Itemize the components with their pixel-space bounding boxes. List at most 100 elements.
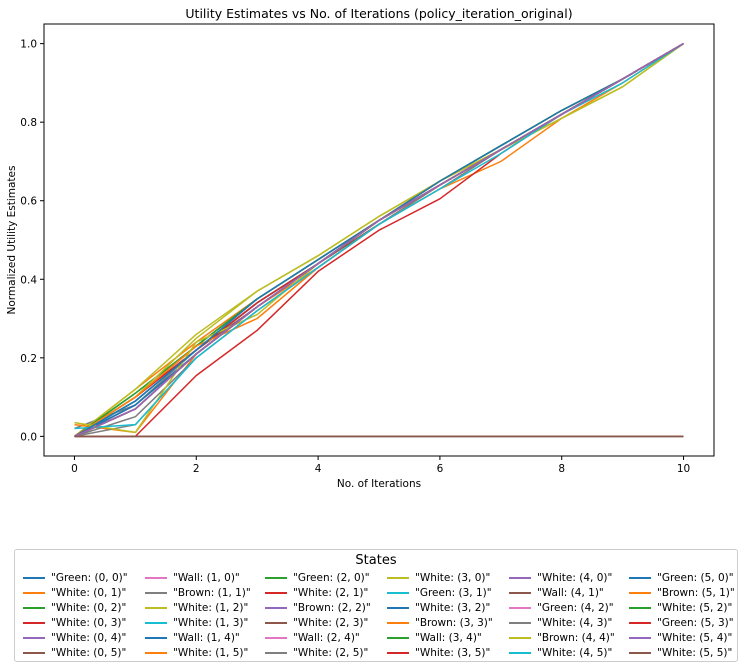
legend-swatch bbox=[23, 591, 45, 594]
legend-swatch bbox=[23, 651, 45, 654]
y-axis: 0.0 0.2 0.4 0.6 0.8 1.0 bbox=[20, 39, 44, 443]
legend-label: "White: (3, 2)" bbox=[415, 601, 491, 614]
legend-label: "White: (0, 1)" bbox=[51, 586, 127, 599]
legend-item: "White: (1, 3)" bbox=[145, 615, 248, 630]
x-axis: 0 2 4 6 8 10 bbox=[71, 456, 690, 475]
legend-item: "White: (0, 1)" bbox=[23, 585, 126, 600]
legend-swatch bbox=[145, 636, 167, 639]
series-line-29 bbox=[74, 42, 684, 430]
legend-label: "White: (0, 2)" bbox=[51, 601, 127, 614]
legend-label: "Brown: (1, 1)" bbox=[173, 586, 251, 599]
legend-swatch bbox=[509, 636, 531, 639]
legend-label: "Green: (0, 0)" bbox=[51, 571, 128, 584]
legend-label: "White: (0, 4)" bbox=[51, 631, 127, 644]
legend-label: "Brown: (3, 3)" bbox=[415, 616, 493, 629]
y-tick-label: 0.8 bbox=[20, 117, 37, 129]
x-tick-label: 6 bbox=[437, 463, 444, 475]
chart-title: Utility Estimates vs No. of Iterations (… bbox=[185, 6, 572, 21]
legend-label: "Brown: (4, 4)" bbox=[537, 631, 615, 644]
legend-item: "Wall: (4, 1)" bbox=[509, 585, 604, 600]
legend-label: "White: (5, 2)" bbox=[657, 601, 733, 614]
legend-swatch bbox=[387, 621, 409, 624]
x-tick-label: 0 bbox=[71, 463, 78, 475]
legend-swatch bbox=[629, 591, 651, 594]
legend-item: "White: (2, 1)" bbox=[265, 585, 368, 600]
y-tick-label: 1.0 bbox=[20, 39, 37, 51]
legend-swatch bbox=[265, 576, 287, 579]
legend-swatch bbox=[145, 576, 167, 579]
legend-label: "Wall: (2, 4)" bbox=[293, 631, 360, 644]
legend-swatch bbox=[509, 606, 531, 609]
legend-item: "Brown: (3, 3)" bbox=[387, 615, 493, 630]
legend-label: "Wall: (1, 4)" bbox=[173, 631, 240, 644]
legend-swatch bbox=[387, 606, 409, 609]
legend-title: States bbox=[355, 553, 397, 568]
legend-swatch bbox=[145, 591, 167, 594]
legend-label: "Green: (5, 0)" bbox=[657, 571, 734, 584]
legend-item: "Green: (5, 0)" bbox=[629, 570, 734, 585]
y-tick-label: 0.2 bbox=[20, 353, 37, 365]
legend-label: "White: (2, 5)" bbox=[293, 646, 369, 659]
legend-item: "Brown: (5, 1)" bbox=[629, 585, 735, 600]
legend-item: "White: (5, 5)" bbox=[629, 645, 732, 660]
y-tick-label: 0.4 bbox=[20, 274, 37, 286]
legend-item: "White: (0, 4)" bbox=[23, 630, 126, 645]
legend-label: "Brown: (2, 2)" bbox=[293, 601, 371, 614]
legend-item: "White: (0, 5)" bbox=[23, 645, 126, 660]
legend-label: "Wall: (3, 4)" bbox=[415, 631, 482, 644]
legend-item: "White: (0, 2)" bbox=[23, 600, 126, 615]
legend-swatch bbox=[509, 651, 531, 654]
legend-item: "White: (2, 3)" bbox=[265, 615, 368, 630]
legend-label: "White: (4, 3)" bbox=[537, 616, 613, 629]
legend-swatch bbox=[23, 576, 45, 579]
legend-item: "White: (4, 5)" bbox=[509, 645, 612, 660]
legend-label: "Green: (4, 2)" bbox=[537, 601, 614, 614]
legend-swatch bbox=[629, 576, 651, 579]
line-chart: Utility Estimates vs No. of Iterations (… bbox=[6, 6, 715, 490]
legend: States "Green: (0, 0)" "White: (0, 1)" "Wh… bbox=[14, 549, 738, 662]
legend-item: "White: (1, 5)" bbox=[145, 645, 248, 660]
legend-item: "White: (2, 5)" bbox=[265, 645, 368, 660]
legend-item: "Wall: (1, 4)" bbox=[145, 630, 240, 645]
x-tick-label: 4 bbox=[315, 463, 322, 475]
legend-swatch bbox=[629, 621, 651, 624]
legend-item: "White: (3, 2)" bbox=[387, 600, 490, 615]
y-axis-label: Normalized Utility Estimates bbox=[6, 166, 18, 315]
plot-lines bbox=[74, 42, 684, 438]
legend-item: "Green: (5, 3)" bbox=[629, 615, 734, 630]
legend-label: "Green: (5, 3)" bbox=[657, 616, 734, 629]
legend-item: "White: (4, 0)" bbox=[509, 570, 612, 585]
y-tick-label: 0.6 bbox=[20, 196, 37, 208]
plot-frame bbox=[43, 23, 715, 457]
legend-label: "White: (1, 3)" bbox=[173, 616, 249, 629]
legend-swatch bbox=[387, 576, 409, 579]
legend-label: "White: (0, 3)" bbox=[51, 616, 127, 629]
series-line-34 bbox=[74, 42, 684, 438]
legend-label: "White: (1, 5)" bbox=[173, 646, 249, 659]
legend-swatch bbox=[265, 606, 287, 609]
legend-item: "Wall: (1, 0)" bbox=[145, 570, 240, 585]
legend-label: "Green: (3, 1)" bbox=[415, 586, 492, 599]
legend-label: "White: (0, 5)" bbox=[51, 646, 127, 659]
legend-swatch bbox=[145, 621, 167, 624]
x-axis-label: No. of Iterations bbox=[337, 478, 421, 490]
legend-label: "Wall: (4, 1)" bbox=[537, 586, 604, 599]
legend-swatch bbox=[509, 576, 531, 579]
legend-item: "Green: (2, 0)" bbox=[265, 570, 370, 585]
legend-label: "White: (4, 5)" bbox=[537, 646, 613, 659]
legend-item: "Wall: (2, 4)" bbox=[265, 630, 360, 645]
legend-label: "White: (4, 0)" bbox=[537, 571, 613, 584]
x-tick-label: 10 bbox=[677, 463, 690, 475]
legend-swatch bbox=[265, 651, 287, 654]
legend-swatch bbox=[629, 651, 651, 654]
legend-swatch bbox=[23, 606, 45, 609]
legend-item: "White: (4, 3)" bbox=[509, 615, 612, 630]
legend-swatch bbox=[23, 636, 45, 639]
legend-swatch bbox=[265, 591, 287, 594]
legend-label: "Brown: (5, 1)" bbox=[657, 586, 735, 599]
legend-swatch bbox=[145, 606, 167, 609]
legend-swatch bbox=[509, 591, 531, 594]
legend-item: "White: (5, 2)" bbox=[629, 600, 732, 615]
x-tick-label: 2 bbox=[193, 463, 200, 475]
legend-swatch bbox=[265, 636, 287, 639]
